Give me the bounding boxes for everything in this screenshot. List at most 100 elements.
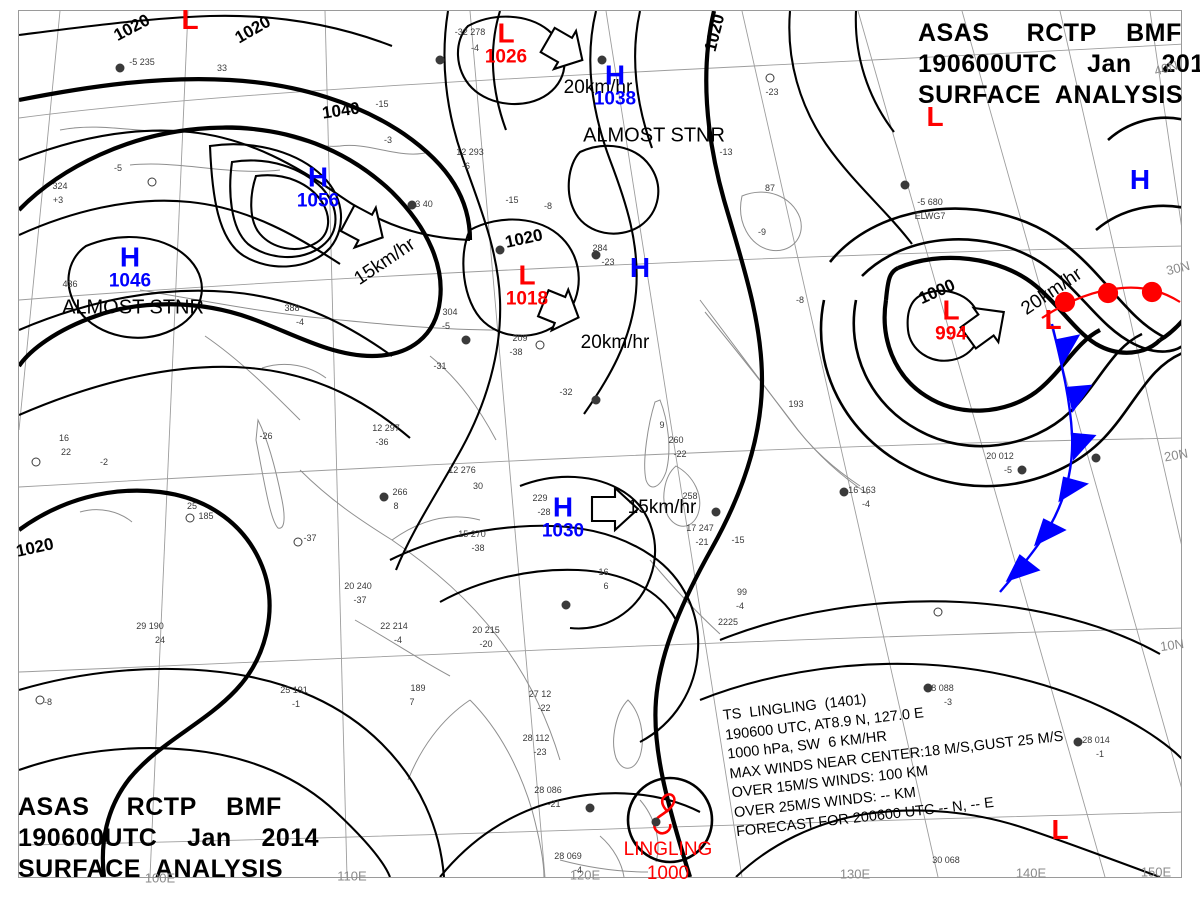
low-glyph: L	[497, 17, 515, 49]
station-plot-text: -3	[383, 135, 393, 145]
high-glyph: H	[552, 491, 574, 523]
station-plot-text: 9	[659, 420, 665, 430]
pressure-center-l-1018: L 1018	[505, 261, 549, 310]
station-plot-text: -4	[735, 601, 745, 611]
station-plot-text: -6	[461, 161, 471, 171]
station-plot-text: 185	[198, 511, 214, 521]
station-plot-text: 28 112	[522, 733, 550, 743]
station-plot-text: 28 069	[554, 851, 582, 861]
title-bottom-line3: SURFACE ANALYSIS	[18, 855, 284, 883]
station-plot-text: -2	[99, 457, 109, 467]
ts-isobar-ring	[626, 776, 714, 864]
station-plot-text: 25	[186, 501, 198, 511]
station-plot-text: -37	[303, 533, 317, 543]
station-plot-text: 193	[788, 399, 804, 409]
station-plot-text: -28	[537, 507, 551, 517]
station-plot-text: -20	[479, 639, 493, 649]
station-plot-text: -31	[433, 361, 447, 371]
station-plot-text: 16 163	[848, 485, 876, 495]
station-plot-text: -9	[757, 227, 767, 237]
station-plot-text: 304	[442, 307, 458, 317]
bare-low-center-3: L	[1044, 304, 1062, 335]
title-block-top: ASAS RCTP BMF 190600UTC Jan 2014 SURFACE…	[918, 18, 1200, 111]
station-plot-text: -23	[533, 747, 547, 757]
station-plot-text: -15	[505, 195, 519, 205]
station-plot-text: -15	[731, 535, 745, 545]
title-bottom-line2: 190600UTC Jan 2014	[18, 824, 320, 852]
lon-label-150e: 150E	[1140, 864, 1172, 880]
high-value: 1046	[108, 270, 152, 292]
station-plot-text: 3 40	[415, 199, 433, 209]
station-plot-text: 324	[52, 181, 68, 191]
motion-arrow-h1030	[590, 485, 640, 533]
station-plot-text: -13	[719, 147, 733, 157]
station-plot-text: -4	[393, 635, 403, 645]
station-plot-text: 30 068	[932, 855, 960, 865]
station-plot-text: 2225	[717, 617, 739, 627]
station-plot-text: -4	[573, 865, 583, 875]
motion-arrow-l994	[959, 306, 1006, 350]
high-value: 1038	[593, 88, 637, 110]
lon-label-130e: 130E	[839, 866, 871, 882]
station-plot-text: -4	[861, 499, 871, 509]
motion-label-l1018: 20km/hr	[580, 332, 650, 353]
lon-label-120e: 120E	[569, 867, 601, 883]
station-plot-text: 29 190	[136, 621, 164, 631]
station-plot-text: 87	[764, 183, 776, 193]
station-plot-text: 8	[393, 501, 399, 511]
station-plot-text: -21	[547, 799, 561, 809]
bare-high-center-1: H	[1129, 164, 1151, 195]
ts-pressure: 1000	[646, 863, 690, 884]
station-plot-text: 28 014	[1082, 735, 1110, 745]
station-plot-text: -23	[765, 87, 779, 97]
station-plot-text: ELWG7	[914, 211, 946, 221]
station-plot-text: 27 12	[528, 689, 552, 699]
station-plot-text: 99	[736, 587, 748, 597]
low-value: 1026	[484, 46, 528, 68]
pressure-center-h-1046: H 1046	[108, 243, 152, 292]
station-plots	[31, 55, 1101, 827]
cold-front	[999, 323, 1097, 593]
station-plot-text: -32 278	[454, 27, 486, 37]
station-plot-text: 22	[60, 447, 72, 457]
bare-high-center-2: H	[629, 252, 651, 283]
bare-low-center-2: L	[926, 101, 944, 132]
ts-name-block: LINGLING 1000	[624, 838, 713, 886]
station-plot-text: 6	[603, 581, 609, 591]
pressure-center-h-1038: H 1038	[593, 61, 637, 110]
station-plot-text: -5 680	[917, 197, 943, 207]
motion-arrows	[339, 26, 1006, 533]
station-plot-text: 284	[592, 243, 608, 253]
station-plot-text: -23	[601, 257, 615, 267]
station-plot-text: -15	[375, 99, 389, 109]
station-plot-text: 7	[409, 697, 415, 707]
motion-arrow-l1018	[536, 286, 580, 333]
station-plot-text: 20 240	[344, 581, 372, 591]
ts-name: LINGLING	[623, 839, 713, 860]
station-plot-text: -8	[543, 201, 553, 211]
station-plot-text: -8	[43, 697, 53, 707]
lon-label-110e: 110E	[337, 868, 367, 884]
low-glyph: L	[942, 294, 960, 326]
station-plot-text: -5	[1003, 465, 1013, 475]
station-plot-text: -5 235	[129, 57, 155, 67]
graticule-lines	[19, 11, 1181, 877]
station-plot-text: 28 088	[926, 683, 954, 693]
station-plot-text: 388	[284, 303, 300, 313]
station-plot-text: 12 276	[448, 465, 476, 475]
station-plot-text: +3	[52, 195, 64, 205]
low-value: 1018	[505, 288, 549, 310]
title-top-line2: 190600UTC Jan 2014	[918, 50, 1200, 78]
high-value: 1030	[541, 520, 585, 542]
station-plot-text: 258	[682, 491, 698, 501]
title-top-line1: ASAS RCTP BMF	[918, 19, 1182, 47]
station-plot-text: -3	[943, 697, 953, 707]
station-plot-text: -22	[537, 703, 551, 713]
bare-low-center-4: L	[1051, 814, 1069, 845]
station-plot-text: -38	[471, 543, 485, 553]
high-value: 1056	[296, 190, 340, 212]
title-bottom-line1: ASAS RCTP BMF	[18, 793, 282, 821]
station-plot-text: -1	[1095, 749, 1105, 759]
